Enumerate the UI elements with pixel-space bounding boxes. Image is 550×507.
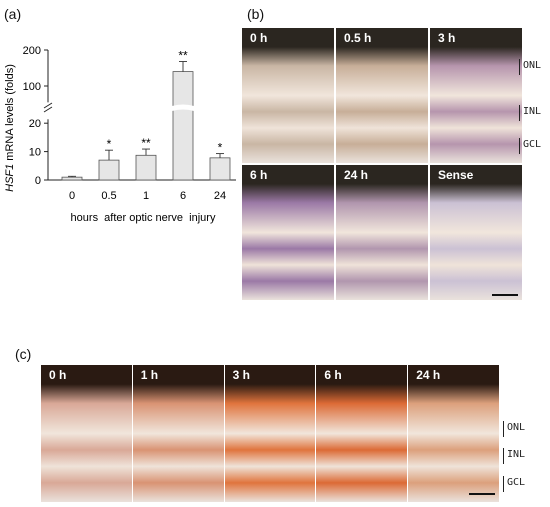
tile-time-label: 1 h (140, 368, 159, 382)
micrograph-tile: 0.5 h (336, 28, 428, 163)
significance-label: * (218, 141, 223, 155)
x-tick-label: 6 (180, 190, 186, 202)
micrograph-tile: 0 h (41, 365, 132, 502)
tile-time-label: 24 h (416, 368, 441, 382)
layer-label-gcl: GCL (523, 139, 542, 150)
panel-c-micrographs: 0 h 1 h 3 h 6 h 24 h (41, 365, 499, 502)
layer-label-onl: ONL (507, 422, 526, 433)
layer-marker (503, 421, 504, 437)
bar (135, 154, 157, 181)
layer-marker (519, 138, 520, 154)
panel-a-label: (a) (4, 6, 22, 22)
tile-time-label: 0.5 h (344, 31, 372, 45)
micrograph-tile: 1 h (132, 365, 224, 502)
micrograph-tile: Sense (430, 165, 522, 300)
panel-c-label: (c) (15, 346, 32, 362)
tile-time-label: 24 h (344, 168, 369, 182)
layer-marker (519, 105, 520, 121)
tile-time-label: Sense (438, 168, 474, 182)
layer-label-inl: INL (523, 106, 542, 117)
micrograph-tile: 3 h (224, 365, 316, 502)
y-tick-label: 10 (29, 147, 41, 159)
tile-time-label: 3 h (232, 368, 250, 382)
layer-label-inl: INL (507, 449, 526, 460)
significance-label: ** (178, 49, 188, 63)
panel-b-micrographs: 0 h 0.5 h 3 h 6 h 24 h Sense (242, 28, 522, 301)
y-axis-label-rest: mRNA levels (folds) (4, 64, 16, 164)
layer-label-onl: ONL (523, 60, 542, 71)
bar-chart: 0 10 20 100 200 0 * 0.5 ** 1 ** 6 * 24 HSF1 mRNA leve… (4, 45, 236, 224)
layer-marker (503, 448, 504, 464)
tile-time-label: 0 h (250, 31, 268, 45)
y-tick-label: 100 (23, 81, 41, 93)
x-tick-label: 1 (143, 190, 149, 202)
bar-break-band (172, 104, 194, 111)
micrograph-tile: 24 h (408, 365, 499, 502)
y-axis-label-gene: HSF1 (4, 164, 16, 192)
y-tick-label: 0 (35, 175, 41, 187)
y-axis-break-mark (43, 102, 53, 109)
bar (98, 159, 120, 181)
significance-label: * (107, 137, 112, 151)
panel-b-label: (b) (247, 6, 265, 22)
micrograph-tile: 0 h (242, 28, 334, 163)
significance-label: ** (141, 136, 151, 150)
scale-bar (469, 493, 495, 495)
x-axis-label: hours after optic nerve injury (71, 212, 216, 224)
x-tick-label: 0 (69, 190, 75, 202)
layer-label-gcl: GCL (507, 477, 526, 488)
tile-time-label: 6 h (324, 368, 342, 382)
y-axis-label: HSF1 mRNA levels (folds) (4, 64, 16, 192)
micrograph-tile: 6 h (242, 165, 334, 300)
bar (172, 71, 194, 181)
micrograph-tile: 6 h (316, 365, 408, 502)
tile-time-label: 3 h (438, 31, 456, 45)
y-tick-label: 200 (23, 45, 41, 57)
scale-bar (492, 294, 518, 296)
layer-marker (503, 476, 504, 492)
micrograph-tile: 3 h (430, 28, 522, 163)
micrograph-tile: 24 h (336, 165, 428, 300)
x-tick-label: 0.5 (101, 190, 116, 202)
tile-time-label: 0 h (49, 368, 67, 382)
bar (61, 176, 83, 181)
bar (209, 157, 231, 181)
y-tick-label: 20 (29, 118, 41, 130)
y-axis-break-mark (43, 106, 53, 113)
tile-time-label: 6 h (250, 168, 268, 182)
x-tick-label: 24 (214, 190, 226, 202)
layer-marker (519, 59, 520, 75)
